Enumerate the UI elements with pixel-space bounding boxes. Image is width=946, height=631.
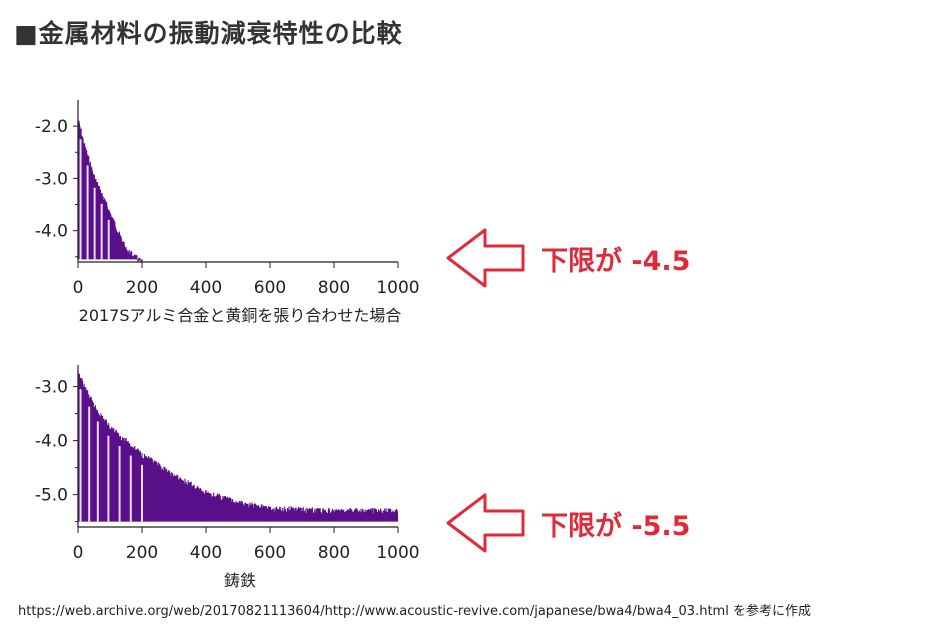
x-axis-label: 2017Sアルミ合金と黄銅を張り合わせた場合 — [79, 306, 402, 325]
x-tick-label: 1000 — [376, 543, 419, 563]
x-tick-label: 1000 — [376, 278, 419, 298]
page-title: ■金属材料の振動減衰特性の比較 — [14, 19, 403, 48]
chart-aluminum-brass: -2.0 -3.0 -4.0 0 200 400 600 800 1000 2017Sアルミ合金と… — [35, 100, 420, 325]
left-arrow-icon — [446, 228, 525, 288]
y-tick-label: -5.0 — [35, 486, 68, 506]
y-tick-label: -4.0 — [35, 222, 68, 242]
signal-trace — [77, 370, 399, 522]
x-tick-label: 200 — [126, 278, 158, 298]
x-tick-label: 800 — [318, 278, 350, 298]
left-arrow-icon — [446, 493, 525, 553]
y-tick-label: -3.0 — [35, 378, 68, 398]
annotation-1: 下限が -4.5 — [445, 226, 705, 290]
annotation-2-text: 下限が -5.5 — [541, 511, 691, 542]
chart-cast-iron: -3.0 -4.0 -5.0 0 200 400 600 800 1000 鋳鉄 — [35, 365, 420, 590]
y-tick-label: -3.0 — [35, 169, 68, 189]
x-tick-label: 0 — [73, 543, 84, 563]
source-credit: https://web.archive.org/web/201708211136… — [18, 604, 811, 619]
x-tick-label: 800 — [318, 543, 350, 563]
x-tick-label: 200 — [126, 543, 158, 563]
x-tick-label: 400 — [190, 543, 222, 563]
x-axis-label: 鋳鉄 — [224, 571, 256, 590]
x-tick-label: 600 — [254, 543, 286, 563]
annotation-1-text: 下限が -4.5 — [541, 246, 691, 277]
y-tick-label: -4.0 — [35, 432, 68, 452]
x-tick-label: 400 — [190, 278, 222, 298]
x-tick-label: 0 — [73, 278, 84, 298]
annotation-2: 下限が -5.5 — [445, 491, 705, 555]
x-tick-label: 600 — [254, 278, 286, 298]
y-tick-label: -2.0 — [35, 117, 68, 137]
